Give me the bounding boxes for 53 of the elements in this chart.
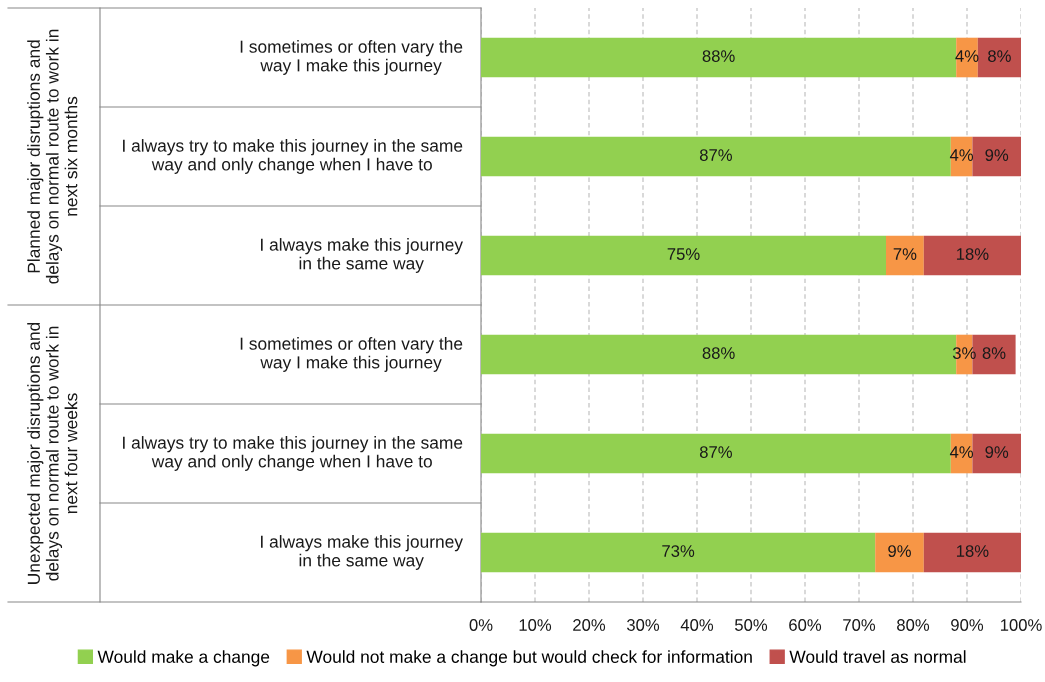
- data-label: 9%: [888, 545, 911, 557]
- legend-label: Would travel as normal: [789, 650, 966, 663]
- data-label: 75%: [667, 248, 700, 260]
- x-tick-label: 20%: [573, 619, 606, 631]
- data-label: 8%: [988, 50, 1011, 62]
- y-tick-label: I sometimes or often vary the way I make this journey: [240, 337, 463, 372]
- bar: [481, 532, 876, 573]
- bar: [875, 532, 924, 573]
- x-tick-label: 70%: [843, 619, 876, 631]
- bar: [481, 136, 951, 177]
- data-label: 18%: [956, 545, 989, 557]
- data-label: 4%: [955, 50, 979, 62]
- data-label: 9%: [985, 446, 1009, 458]
- bar: [481, 433, 951, 474]
- legend-label: Would not make a change but would check for information: [306, 650, 752, 667]
- bar: [972, 433, 1021, 474]
- bar: [956, 37, 978, 78]
- bar: [481, 235, 886, 276]
- data-label: 88%: [702, 50, 735, 62]
- data-label: 4%: [949, 446, 974, 458]
- x-tick-label: 80%: [897, 619, 930, 631]
- x-tick-label: 90%: [951, 619, 984, 631]
- bar: [923, 532, 1021, 573]
- x-tick-label: 30%: [626, 619, 660, 631]
- data-label: 8%: [982, 347, 1006, 359]
- x-tick-label: 100%: [1000, 619, 1042, 631]
- x-tick-label: 50%: [734, 619, 768, 631]
- y-tick-label: I always make this journey in the same way: [261, 535, 463, 570]
- data-label: 4%: [949, 149, 974, 161]
- data-label: 88%: [702, 347, 735, 359]
- data-label: 73%: [662, 545, 695, 557]
- text: Unexpected major disruptions and delays on normal route to work in next four weeks: [27, 322, 78, 584]
- y-tick-label: I always try to make this journey in the same way and only change when I have to: [123, 139, 463, 174]
- data-label: 18%: [956, 248, 989, 260]
- x-tick-label: 0%: [469, 619, 493, 631]
- bar: [481, 37, 957, 78]
- bar: [977, 37, 1021, 78]
- x-tick-label: 60%: [789, 619, 822, 631]
- data-label: 87%: [699, 149, 732, 161]
- legend-label: Would make a change: [97, 650, 270, 667]
- y-tick-label: I always try to make this journey in the same way and only change when I have to: [123, 436, 463, 471]
- text: Planned major disruptions and delays on normal route to work in next six months: [27, 29, 78, 284]
- data-label: 3%: [952, 347, 976, 359]
- x-tick-label: 40%: [680, 619, 714, 631]
- y-tick-label: I sometimes or often vary the way I make this journey: [240, 40, 463, 75]
- y-tick-label: I always make this journey in the same way: [261, 238, 463, 273]
- bar: [923, 235, 1021, 276]
- bar: [886, 235, 924, 276]
- x-tick-label: 10%: [519, 619, 552, 631]
- data-label: 87%: [699, 446, 732, 458]
- data-label: 7%: [893, 248, 917, 260]
- data-label: 9%: [985, 149, 1009, 161]
- bar: [972, 136, 1021, 177]
